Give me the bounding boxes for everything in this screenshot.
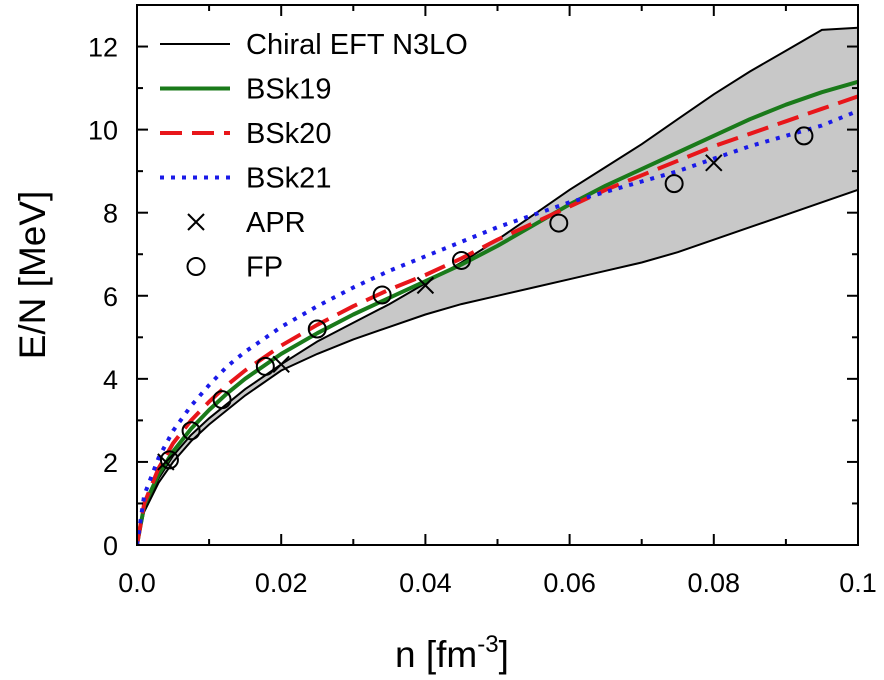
fp-point [255, 356, 275, 376]
legend-label: BSk21 [246, 163, 331, 195]
x-tick-label: 0.08 [688, 568, 741, 598]
apr-point [705, 154, 723, 172]
bsk20-line [137, 94, 858, 545]
x-tick-label: 0.02 [255, 568, 308, 598]
chiral-band-upper-line [137, 26, 858, 545]
bsk19-line [137, 79, 858, 545]
x-axis-title: n [fm-3] [395, 631, 509, 675]
x-tick-label: 0.1 [839, 568, 877, 598]
legend-item-bsk20: BSk20 [160, 118, 331, 150]
y-tick-label: 8 [103, 199, 118, 229]
legend-item-chiral-eft-n3lo: Chiral EFT N3LO [160, 29, 468, 61]
legend-label: APR [246, 207, 306, 239]
legend-label: BSk20 [246, 118, 331, 150]
x-axis-title-main: n [fm [395, 634, 477, 675]
x-tick-label: 0.0 [118, 568, 156, 598]
apr-point [416, 276, 435, 295]
legend-swatch [186, 257, 206, 276]
legend: Chiral EFT N3LO BSk19 BSk20 BSk21 APR FP [160, 29, 468, 284]
fp-point [664, 174, 684, 194]
y-tick-label: 2 [103, 448, 118, 478]
legend-item-fp: FP [186, 252, 283, 284]
fp-point [159, 450, 179, 470]
legend-item-apr: APR [187, 207, 306, 239]
x-axis-title-sup: -3 [477, 631, 498, 658]
x-axis-title-end: ] [499, 634, 509, 675]
legend-label: BSk19 [246, 74, 331, 106]
y-tick-label: 4 [103, 365, 118, 395]
y-axis-title: E/N [MeV] [12, 191, 53, 360]
fp-point [212, 390, 232, 410]
fp-point [794, 126, 814, 146]
legend-label: Chiral EFT N3LO [246, 29, 468, 61]
fp-point [181, 421, 201, 441]
fp-point [372, 285, 392, 305]
y-tick-label: 12 [88, 33, 118, 63]
y-tick-label: 0 [103, 531, 118, 561]
apr-point [272, 355, 290, 374]
series-layer [137, 79, 858, 545]
legend-item-bsk19: BSk19 [160, 74, 331, 106]
fp-point [307, 319, 327, 339]
chiral-band-fill [137, 27, 858, 545]
y-tick-label: 10 [88, 116, 118, 146]
x-tick-label: 0.04 [399, 568, 452, 598]
legend-swatch [187, 213, 205, 231]
marker-layer [157, 126, 814, 471]
y-tick-label: 6 [103, 282, 118, 312]
x-tick-label: 0.06 [543, 568, 596, 598]
tick-layer: 0.0 0.02 0.04 0.06 0.08 0.1 0 2 4 6 8 10 12 [88, 5, 877, 598]
bsk21-line [137, 109, 858, 545]
legend-label: FP [246, 252, 283, 284]
fp-point [451, 250, 471, 270]
fp-point [549, 213, 569, 233]
legend-item-bsk21: BSk21 [160, 163, 331, 195]
